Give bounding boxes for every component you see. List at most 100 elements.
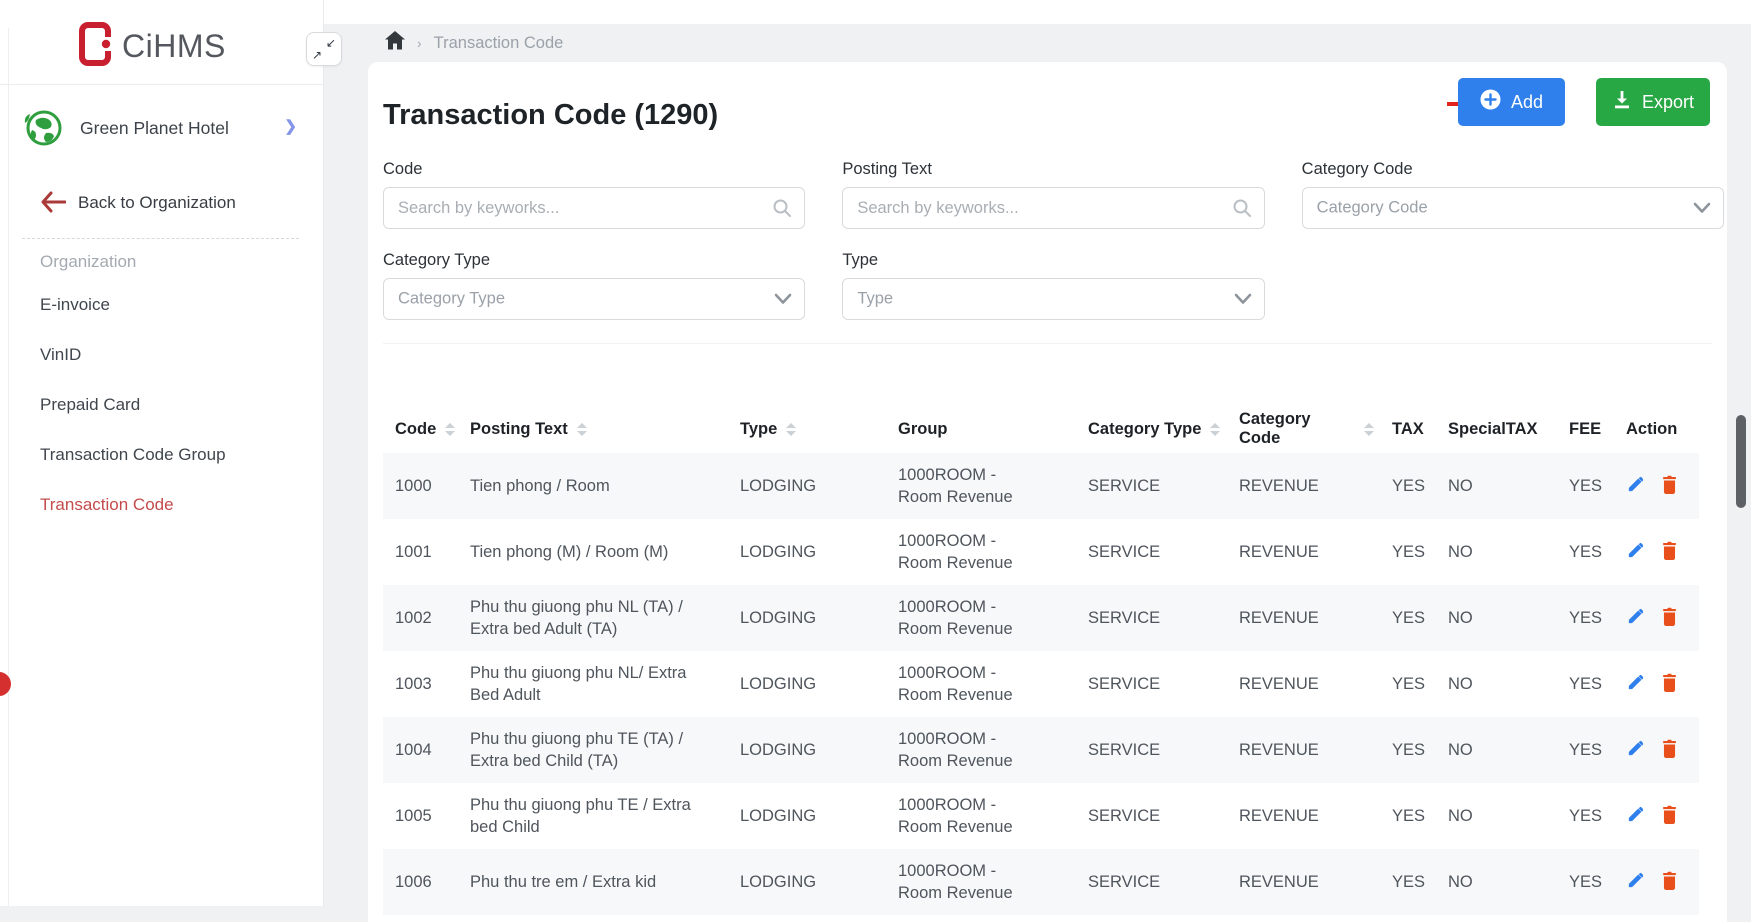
edit-button[interactable] <box>1626 805 1645 827</box>
sort-icon <box>576 422 587 436</box>
column-header-action: Action <box>1614 405 1699 453</box>
sort-icon <box>445 422 456 436</box>
column-header-label: FEE <box>1569 419 1602 438</box>
chevron-down-icon <box>1234 293 1252 305</box>
cell-fee: YES <box>1569 674 1603 693</box>
posting-text-search-input[interactable] <box>843 188 1264 228</box>
cell-category-type: SERVICE <box>1088 806 1161 825</box>
logo-header: CiHMS <box>0 0 323 85</box>
cell-group: 1000ROOM - Room Revenue <box>898 861 1013 902</box>
column-header-tax: TAX <box>1380 405 1436 453</box>
edit-button[interactable] <box>1626 673 1645 695</box>
delete-button[interactable] <box>1660 804 1679 828</box>
code-search-field[interactable] <box>383 187 806 229</box>
column-header-category-type[interactable]: Category Type <box>1076 405 1227 453</box>
sidebar-item-transaction-code[interactable]: Transaction Code <box>40 495 174 514</box>
edit-button[interactable] <box>1626 739 1645 761</box>
sidebar-item-transaction-code-group[interactable]: Transaction Code Group <box>40 445 226 464</box>
code-search-input[interactable] <box>384 188 805 228</box>
hotel-name: Green Planet Hotel <box>80 118 229 138</box>
table-row: 1005 Phu thu giuong phu TE / Extra bed C… <box>383 783 1699 849</box>
category-code-select[interactable]: Category Code <box>1301 187 1724 229</box>
hotel-selector[interactable]: Green Planet Hotel ❯ <box>0 104 323 152</box>
cell-action <box>1614 783 1699 849</box>
pencil-icon <box>1626 739 1645 761</box>
cell-type: LODGING <box>740 740 817 759</box>
column-header-posting-text[interactable]: Posting Text <box>458 405 728 453</box>
globe-icon <box>22 106 64 153</box>
trash-icon <box>1660 672 1679 696</box>
delete-button[interactable] <box>1660 540 1679 564</box>
sidebar-collapse-button[interactable]: ↙ ↗ <box>306 32 342 66</box>
cell-posting-text: Phu thu tre em / Extra kid <box>470 872 657 891</box>
column-header-type[interactable]: Type <box>728 405 886 453</box>
column-header-label: Posting Text <box>470 419 568 438</box>
delete-button[interactable] <box>1660 672 1679 696</box>
home-icon[interactable] <box>385 31 405 55</box>
cell-code: 1005 <box>395 806 432 825</box>
filter-code: Code <box>383 160 806 229</box>
posting-text-search-field[interactable] <box>842 187 1265 229</box>
table-row: 1002 Phu thu giuong phu NL (TA) / Extra … <box>383 585 1699 651</box>
delete-button[interactable] <box>1660 474 1679 498</box>
dashed-divider <box>22 238 299 239</box>
cell-special-tax: NO <box>1448 608 1473 627</box>
cell-tax: YES <box>1392 476 1426 495</box>
brand-name: CiHMS <box>122 28 226 64</box>
category-type-select[interactable]: Category Type <box>383 278 806 320</box>
add-button[interactable]: Add <box>1457 78 1565 126</box>
cell-type: LODGING <box>740 872 817 891</box>
pencil-icon <box>1626 805 1645 827</box>
chevron-right-icon: ❯ <box>284 118 297 135</box>
trash-icon <box>1660 540 1679 564</box>
feedback-badge[interactable] <box>0 672 11 696</box>
filter-posting-text: Posting Text <box>842 160 1265 229</box>
cell-action <box>1614 651 1699 717</box>
filter-label: Category Code <box>1301 160 1413 178</box>
column-header-label: SpecialTAX <box>1448 419 1538 438</box>
export-button[interactable]: Export <box>1595 78 1710 126</box>
back-to-organization[interactable]: Back to Organization <box>0 190 323 220</box>
cell-category-code: REVENUE <box>1239 674 1319 693</box>
cell-fee: YES <box>1569 740 1603 759</box>
edit-button[interactable] <box>1626 607 1645 629</box>
delete-button[interactable] <box>1660 606 1679 630</box>
breadcrumb: › Transaction Code <box>385 31 563 55</box>
section-divider <box>383 343 1712 344</box>
cell-group: 1000ROOM - Room Revenue <box>898 531 1013 572</box>
cell-type: LODGING <box>740 476 817 495</box>
sidebar-menu: E-invoice VinID Prepaid Card Transaction… <box>0 280 323 530</box>
edit-button[interactable] <box>1626 871 1645 893</box>
cell-code: 1002 <box>395 608 432 627</box>
cell-special-tax: NO <box>1448 542 1473 561</box>
table-row: 1001 Tien phong (M) / Room (M) LODGING 1… <box>383 519 1699 585</box>
brand-logo[interactable]: CiHMS <box>78 22 226 71</box>
collapse-arrows-icon: ↙ <box>325 36 336 50</box>
column-header-group: Group <box>886 405 1076 453</box>
cell-fee: YES <box>1569 476 1603 495</box>
sidebar-item-vinid[interactable]: VinID <box>40 345 82 364</box>
trash-icon <box>1660 870 1679 894</box>
table-body: 1000 Tien phong / Room LODGING 1000ROOM … <box>383 453 1699 915</box>
edit-button[interactable] <box>1626 475 1645 497</box>
edit-button[interactable] <box>1626 541 1645 563</box>
trash-icon <box>1660 804 1679 828</box>
cell-posting-text: Phu thu giuong phu NL (TA) / Extra bed A… <box>470 597 683 638</box>
cell-category-code: REVENUE <box>1239 872 1319 891</box>
cell-tax: YES <box>1392 608 1426 627</box>
delete-button[interactable] <box>1660 870 1679 894</box>
chevron-down-icon <box>774 293 792 305</box>
vertical-scrollbar-thumb[interactable] <box>1736 415 1746 508</box>
page-title: Transaction Code (1290) <box>383 99 719 131</box>
column-header-code[interactable]: Code <box>383 405 458 453</box>
type-select[interactable]: Type <box>842 278 1265 320</box>
cell-action <box>1614 849 1699 915</box>
cell-special-tax: NO <box>1448 872 1473 891</box>
transaction-code-table: Code Posting Text Type Group Category Ty… <box>383 405 1699 915</box>
cell-posting-text: Phu thu giuong phu NL/ Extra Bed Adult <box>470 663 687 704</box>
delete-button[interactable] <box>1660 738 1679 762</box>
sidebar-item-e-invoice[interactable]: E-invoice <box>40 295 110 314</box>
content-card: Transaction Code (1290) Add Export <box>368 62 1727 922</box>
column-header-category-code[interactable]: Category Code <box>1227 405 1380 453</box>
sidebar-item-prepaid-card[interactable]: Prepaid Card <box>40 395 141 414</box>
